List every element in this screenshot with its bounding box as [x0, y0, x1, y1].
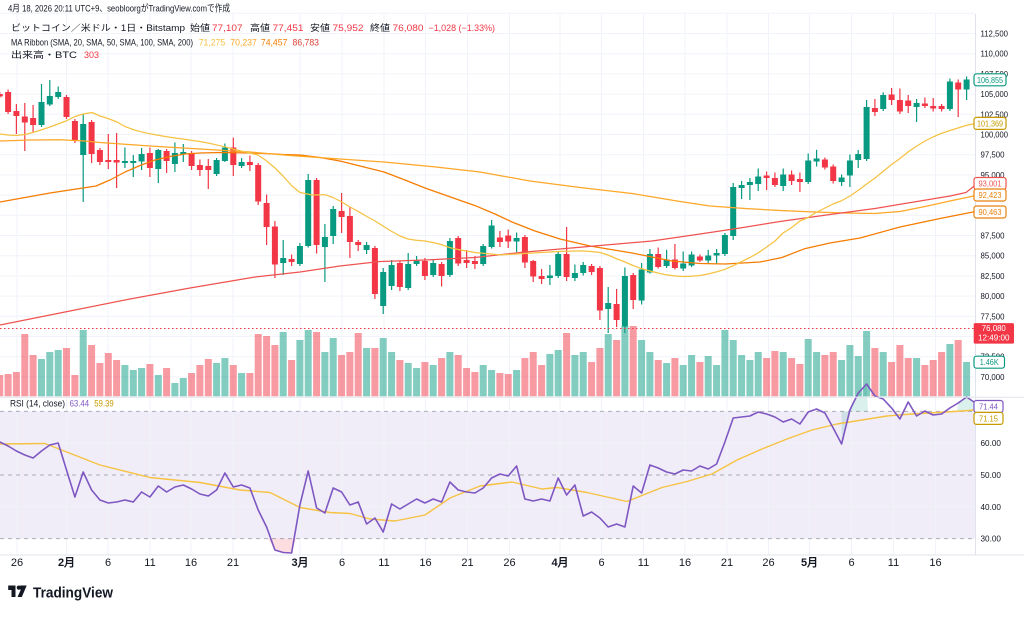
- svg-text:85,000: 85,000: [981, 251, 1005, 261]
- svg-text:71,275: 71,275: [199, 38, 226, 48]
- svg-text:出来高・BTC: 出来高・BTC: [11, 49, 78, 60]
- svg-text:106,855: 106,855: [977, 75, 1003, 85]
- svg-text:30.00: 30.00: [981, 534, 1002, 544]
- svg-text:6: 6: [598, 557, 604, 569]
- svg-text:59.39: 59.39: [94, 399, 114, 409]
- svg-text:6: 6: [848, 557, 854, 569]
- svg-text:12:49:00: 12:49:00: [978, 333, 1010, 343]
- svg-text:110,000: 110,000: [981, 49, 1009, 59]
- svg-text:92,423: 92,423: [979, 190, 1002, 200]
- svg-text:始値: 始値: [190, 22, 210, 33]
- svg-text:高値: 高値: [250, 22, 270, 33]
- svg-text:74,457: 74,457: [261, 38, 288, 48]
- svg-text:4月 18, 2026 20:11 UTC+9、seoblo: 4月 18, 2026 20:11 UTC+9、seobloorgがTradin…: [8, 3, 230, 15]
- svg-text:101,369: 101,369: [977, 118, 1003, 128]
- svg-text:82,500: 82,500: [981, 271, 1005, 281]
- svg-text:MA Ribbon (SMA, 20, SMA, 50, S: MA Ribbon (SMA, 20, SMA, 50, SMA, 100, S…: [11, 38, 193, 48]
- svg-text:70,237: 70,237: [230, 38, 256, 48]
- svg-text:21: 21: [721, 557, 733, 569]
- svg-text:26: 26: [762, 557, 774, 569]
- svg-text:112,500: 112,500: [981, 29, 1009, 39]
- svg-text:6: 6: [339, 557, 345, 569]
- svg-text:100,000: 100,000: [981, 130, 1009, 140]
- svg-text:11: 11: [144, 557, 155, 569]
- svg-text:11: 11: [888, 557, 899, 569]
- svg-text:5月: 5月: [801, 556, 818, 569]
- svg-text:93,001: 93,001: [979, 179, 1002, 189]
- svg-text:ビットコイン／米ドル・1日・Bitstamp: ビットコイン／米ドル・1日・Bitstamp: [11, 22, 185, 33]
- svg-text:60.00: 60.00: [981, 438, 1002, 448]
- svg-text:16: 16: [929, 557, 941, 569]
- svg-text:2月: 2月: [58, 556, 75, 569]
- svg-text:16: 16: [419, 557, 431, 569]
- svg-text:105,000: 105,000: [981, 89, 1009, 99]
- svg-text:76,080: 76,080: [393, 23, 424, 33]
- svg-text:TradingView: TradingView: [33, 585, 113, 602]
- svg-text:71.15: 71.15: [979, 413, 998, 423]
- svg-text:RSI (14, close): RSI (14, close): [10, 399, 65, 409]
- svg-text:87,500: 87,500: [981, 231, 1005, 241]
- svg-text:303: 303: [84, 50, 99, 60]
- svg-text:6: 6: [105, 557, 111, 569]
- svg-text:16: 16: [679, 557, 691, 569]
- svg-text:11: 11: [638, 557, 649, 569]
- svg-text:21: 21: [461, 557, 473, 569]
- svg-text:77,107: 77,107: [212, 23, 243, 33]
- svg-text:1.46K: 1.46K: [980, 357, 999, 367]
- svg-text:97,500: 97,500: [981, 150, 1005, 160]
- svg-text:3月: 3月: [291, 556, 308, 569]
- svg-text:26: 26: [11, 557, 23, 569]
- svg-text:80,000: 80,000: [981, 291, 1005, 301]
- svg-text:終値: 終値: [370, 22, 390, 33]
- svg-text:86,783: 86,783: [293, 38, 320, 48]
- svg-text:90,463: 90,463: [979, 207, 1002, 217]
- svg-text:77,451: 77,451: [273, 23, 304, 33]
- svg-text:77,500: 77,500: [981, 311, 1005, 321]
- svg-text:4月: 4月: [551, 556, 568, 569]
- svg-text:16: 16: [185, 557, 197, 569]
- svg-text:63.44: 63.44: [70, 399, 90, 409]
- svg-text:70,000: 70,000: [981, 372, 1005, 382]
- svg-text:26: 26: [503, 557, 515, 569]
- svg-text:安値: 安値: [310, 22, 330, 33]
- svg-text:75,952: 75,952: [333, 23, 364, 33]
- svg-text:50.00: 50.00: [981, 470, 1002, 480]
- svg-text:21: 21: [227, 557, 239, 569]
- svg-text:71.44: 71.44: [979, 402, 998, 412]
- svg-text:−1,028 (−1.33%): −1,028 (−1.33%): [429, 23, 496, 33]
- svg-text:11: 11: [378, 557, 389, 569]
- svg-text:40.00: 40.00: [981, 502, 1002, 512]
